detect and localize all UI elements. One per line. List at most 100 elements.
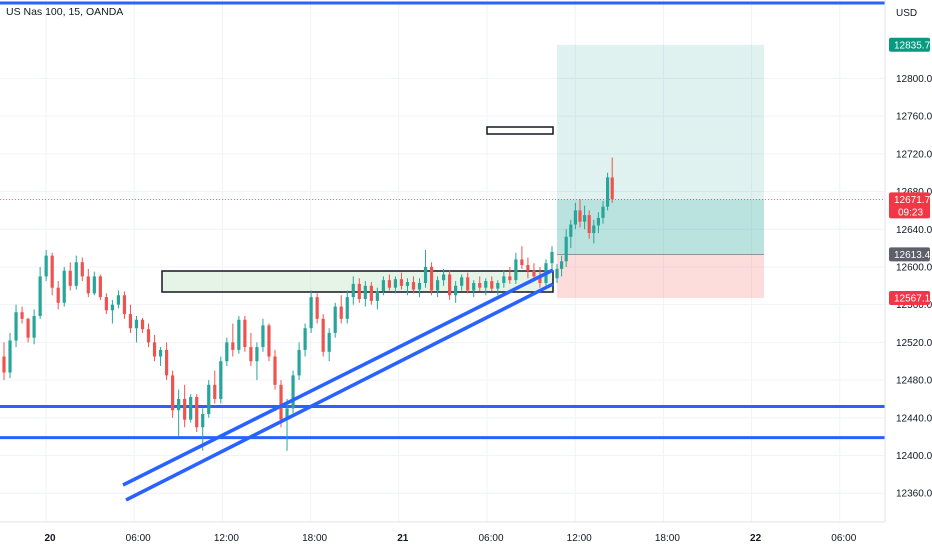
candle-body[interactable] (526, 265, 530, 271)
candle-body[interactable] (177, 398, 181, 411)
candle-body[interactable] (74, 262, 78, 286)
consolidation-box[interactable] (161, 270, 554, 293)
candle-body[interactable] (375, 291, 379, 301)
candle-body[interactable] (587, 215, 591, 234)
candle-body[interactable] (297, 349, 301, 376)
stop-price-badge[interactable] (889, 290, 930, 305)
time-axis[interactable] (0, 522, 885, 550)
candle-body[interactable] (520, 259, 524, 266)
candle-body[interactable] (8, 340, 12, 373)
candle-body[interactable] (171, 375, 175, 411)
candle-body[interactable] (460, 277, 464, 286)
candle-body[interactable] (267, 325, 271, 357)
candle-body[interactable] (225, 342, 229, 362)
candle-body[interactable] (478, 282, 482, 288)
candle-body[interactable] (569, 224, 573, 237)
candle-body[interactable] (564, 236, 568, 262)
candle-body[interactable] (454, 285, 458, 296)
candle-body[interactable] (261, 325, 265, 348)
candle-body[interactable] (327, 332, 331, 352)
candle-body[interactable] (38, 276, 42, 316)
candle-body[interactable] (128, 314, 133, 329)
candle-body[interactable] (207, 384, 211, 415)
candle-body[interactable] (50, 255, 54, 288)
price-axis[interactable] (885, 0, 932, 550)
candle-body[interactable] (285, 408, 289, 420)
loss-zone[interactable] (557, 254, 764, 298)
candle-body[interactable] (387, 280, 392, 288)
candle-body[interactable] (56, 287, 60, 303)
candle-body[interactable] (231, 342, 235, 350)
candle-body[interactable] (14, 312, 18, 341)
candle-body[interactable] (596, 217, 600, 226)
candle-body[interactable] (538, 276, 542, 283)
candle-body[interactable] (423, 266, 428, 283)
candle-body[interactable] (357, 283, 361, 300)
target-price-badge[interactable] (889, 37, 930, 52)
candle-body[interactable] (104, 297, 108, 311)
candle-body[interactable] (213, 384, 217, 399)
candle-body[interactable] (44, 255, 48, 277)
candle-body[interactable] (62, 270, 66, 303)
candle-body[interactable] (442, 274, 446, 281)
candle-body[interactable] (273, 356, 277, 385)
candle-body[interactable] (309, 297, 313, 329)
candle-body[interactable] (183, 398, 187, 420)
candle-body[interactable] (508, 276, 512, 281)
candle-body[interactable] (502, 276, 506, 283)
candle-body[interactable] (26, 318, 30, 338)
candle-body[interactable] (417, 282, 422, 290)
candle-body[interactable] (381, 280, 385, 292)
entry-price-badge[interactable] (889, 247, 930, 262)
candle-body[interactable] (411, 282, 416, 290)
candle-body[interactable] (189, 397, 193, 420)
candle-body[interactable] (80, 262, 84, 277)
candle-body[interactable] (560, 261, 564, 269)
candle-body[interactable] (448, 274, 452, 296)
candle-body[interactable] (158, 349, 163, 357)
trendline-upper[interactable] (122, 268, 554, 487)
candle-body[interactable] (315, 297, 319, 319)
candle-body[interactable] (237, 319, 241, 350)
candle-body[interactable] (339, 306, 343, 319)
candle-body[interactable] (578, 210, 582, 222)
candle-body[interactable] (164, 349, 169, 376)
candle-body[interactable] (435, 280, 440, 291)
candle-body[interactable] (140, 319, 145, 330)
candle-body[interactable] (601, 206, 605, 218)
candle-body[interactable] (68, 270, 72, 286)
candle-body[interactable] (592, 225, 596, 234)
candle-body[interactable] (32, 315, 36, 338)
candle-body[interactable] (134, 319, 139, 329)
candle-body[interactable] (201, 414, 205, 428)
annotation-box[interactable] (486, 126, 554, 135)
candle-body[interactable] (20, 312, 24, 319)
candle-body[interactable] (279, 384, 283, 420)
candle-body[interactable] (472, 282, 476, 291)
candle-body[interactable] (195, 397, 199, 428)
candle-body[interactable] (249, 347, 253, 362)
profit-zone[interactable] (557, 44, 764, 255)
candle-body[interactable] (110, 304, 114, 311)
candle-body[interactable] (291, 375, 295, 409)
candle-body[interactable] (363, 285, 367, 300)
candle-body[interactable] (92, 276, 96, 294)
candle-body[interactable] (610, 177, 614, 200)
candle-body[interactable] (243, 319, 247, 348)
candle-body[interactable] (429, 266, 434, 291)
candle-body[interactable] (122, 295, 127, 315)
candle-body[interactable] (86, 276, 90, 294)
candle-body[interactable] (550, 251, 554, 264)
candle-body[interactable] (219, 361, 223, 399)
candle-body[interactable] (484, 281, 488, 288)
candle-body[interactable] (573, 210, 577, 225)
candle-body[interactable] (98, 276, 102, 298)
last-price-badge[interactable] (889, 192, 930, 219)
candle-body[interactable] (303, 328, 307, 350)
candle-body[interactable] (405, 282, 410, 286)
candle-body[interactable] (116, 295, 121, 305)
candle-body[interactable] (146, 329, 151, 343)
candle-body[interactable] (496, 282, 500, 289)
trendline-lower[interactable] (125, 282, 554, 502)
candle-body[interactable] (369, 285, 373, 301)
